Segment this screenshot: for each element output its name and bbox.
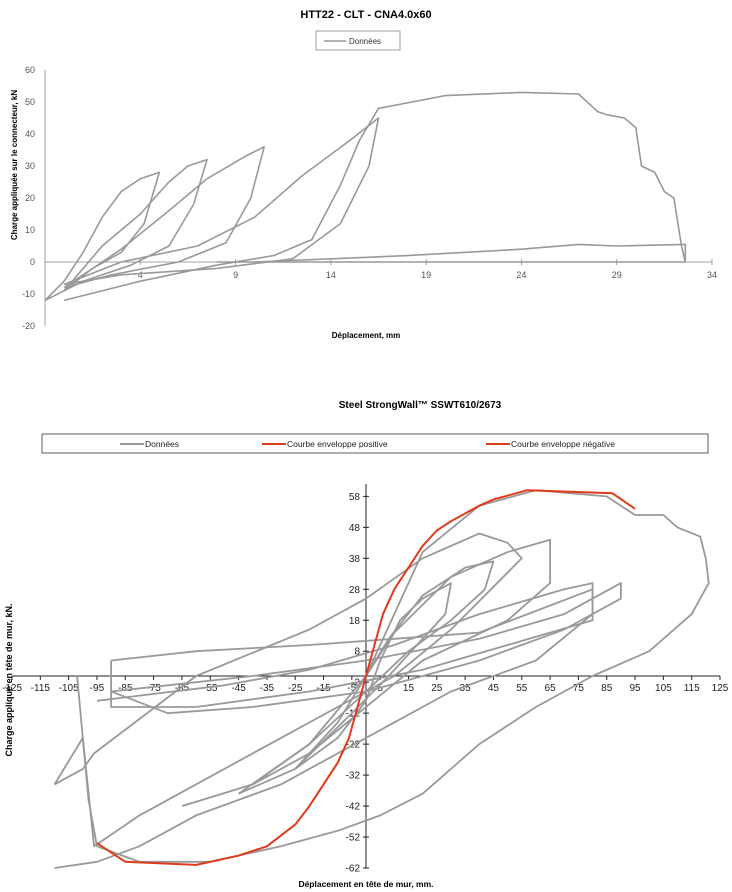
chart-2-legend-label-positive: Courbe enveloppe positive <box>287 439 388 449</box>
chart-1-x-tick-label: 4 <box>138 270 143 280</box>
chart-2-x-tick-label: -75 <box>146 683 161 694</box>
chart-2-x-tick-label: -115 <box>31 683 51 694</box>
chart-2: Steel StrongWall™ SSWT610/2673 Données C… <box>2 400 729 889</box>
chart-2-y-tick-label: 38 <box>349 554 361 565</box>
chart-2-x-tick-label: 35 <box>460 683 472 694</box>
chart-2-x-tick-label: 105 <box>655 683 672 694</box>
chart-2-x-tick-label: -125 <box>2 683 22 694</box>
chart-2-data-loop <box>294 582 452 770</box>
chart-2-title: Steel StrongWall™ SSWT610/2673 <box>339 400 502 411</box>
chart-1-data-loop <box>254 243 687 263</box>
chart-2-x-tick-label: -65 <box>175 683 190 694</box>
chart-1-y-tick-label: 10 <box>25 225 35 235</box>
chart-2-x-tick-label: 115 <box>684 683 700 694</box>
chart-2-legend-label-data: Données <box>145 439 179 449</box>
chart-2-data-loop <box>54 582 594 869</box>
chart-2-x-tick-label: 15 <box>403 683 415 694</box>
chart-2-y-tick-label: 18 <box>349 616 361 627</box>
chart-2-x-tick-label: 65 <box>545 683 557 694</box>
chart-2-data-loop <box>76 489 710 863</box>
chart-2-x-tick-label: -55 <box>203 683 218 694</box>
chart-1-x-tick-label: 19 <box>421 270 431 280</box>
chart-2-x-tick-label: 5 <box>377 683 383 694</box>
chart-2-x-tick-label: 125 <box>712 683 729 694</box>
chart-1-legend: Données <box>315 30 401 51</box>
chart-1-y-tick-label: 30 <box>25 161 35 171</box>
chart-2-y-axis-label: Charge appliqué en tête de mur, kN. <box>4 603 14 756</box>
chart-2-y-tick-label: -62 <box>346 864 361 875</box>
chart-1-y-axis-label: Charge appliquée sur le connecteur, kN <box>10 90 19 240</box>
chart-1-y-tick-label: -10 <box>22 289 35 299</box>
chart-2-envelope-negative <box>96 675 367 866</box>
chart-1-x-axis-label: Déplacement, mm <box>332 331 400 340</box>
chart-1: HTT22 - CLT - CNA4.0x60 Données -20 -10 0 1… <box>10 9 717 340</box>
chart-2-legend: Données Courbe enveloppe positive Courbe… <box>41 433 709 454</box>
chart-2-legend-box <box>41 433 709 454</box>
chart-2-x-tick-label: 45 <box>488 683 500 694</box>
chart-1-y-tick-label: 50 <box>25 97 35 107</box>
chart-2-x-tick-label: -5 <box>347 683 356 694</box>
chart-1-data-loop <box>63 91 687 302</box>
chart-1-x-tick-label: 9 <box>233 270 238 280</box>
chart-2-x-tick-label: 25 <box>431 683 443 694</box>
chart-1-plot-area: -20 -10 0 10 20 30 40 50 60 4 9 14 19 24 29 34 <box>22 65 717 331</box>
chart-2-x-tick-label: -45 <box>231 683 246 694</box>
chart-2-x-axis-label: Déplacement en tête de mur, mm. <box>298 879 433 889</box>
chart-1-legend-box <box>315 30 401 51</box>
chart-2-data-loop <box>110 588 594 708</box>
chart-1-x-tick-label: 14 <box>326 270 336 280</box>
chart-2-data-loop <box>181 538 551 807</box>
chart-1-data-loop <box>63 146 266 289</box>
chart-2-y-tick-label: 58 <box>349 492 361 503</box>
chart-2-y-tick-label: -32 <box>346 771 361 782</box>
chart-1-y-tick-label: -20 <box>22 321 35 331</box>
chart-2-x-tick-label: 95 <box>629 683 641 694</box>
chart-1-data-loop <box>63 158 208 292</box>
chart-1-legend-label: Données <box>349 37 381 46</box>
chart-2-x-tick-label: 85 <box>601 683 613 694</box>
chart-2-y-tick-label: -42 <box>346 802 361 813</box>
chart-2-y-tick-label: 48 <box>349 523 361 534</box>
chart-2-envelope-positive <box>365 489 636 677</box>
chart-2-y-tick-label: 28 <box>349 585 361 596</box>
chart-2-y-tick-label: -12 <box>346 709 361 720</box>
chart-2-x-tick-label: -95 <box>90 683 105 694</box>
chart-2-x-tick-label: 55 <box>516 683 528 694</box>
chart-1-x-tick-label: 34 <box>707 270 717 280</box>
chart-2-data-loop <box>110 582 622 715</box>
chart-2-y-tick-label: 8 <box>354 647 360 658</box>
chart-2-y-tick-label: -52 <box>346 833 361 844</box>
chart-2-data-loop <box>238 560 495 795</box>
chart-2-x-tick-label: -85 <box>118 683 133 694</box>
chart-2-legend-label-negative: Courbe enveloppe négative <box>511 439 615 449</box>
chart-1-y-tick-label: 40 <box>25 129 35 139</box>
chart-1-x-tick-label: 24 <box>516 270 526 280</box>
chart-2-x-tick-label: 75 <box>573 683 585 694</box>
chart-1-data-loop <box>63 117 380 286</box>
chart-2-x-tick-label: -35 <box>260 683 275 694</box>
chart-1-y-tick-label: 20 <box>25 193 35 203</box>
chart-1-x-tick-label: 29 <box>612 270 622 280</box>
chart-2-x-tick-label: -105 <box>59 683 79 694</box>
chart-1-y-tick-label: 0 <box>30 257 35 267</box>
chart-1-y-tick-label: 60 <box>25 65 35 75</box>
chart-1-title: HTT22 - CLT - CNA4.0x60 <box>300 9 431 21</box>
chart-2-x-tick-label: -25 <box>288 683 303 694</box>
